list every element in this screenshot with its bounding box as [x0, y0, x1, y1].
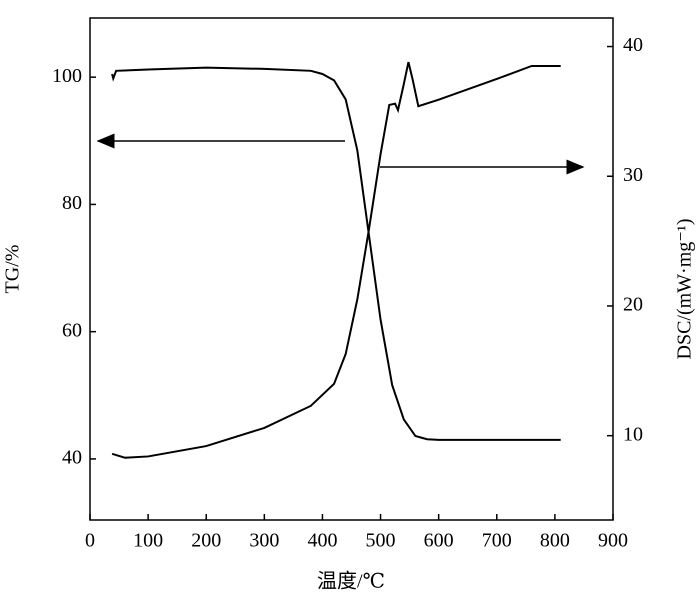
y2-tick-label: 20	[623, 294, 643, 316]
x-tick-label: 500	[366, 530, 396, 552]
x-tick-label: 900	[598, 530, 628, 552]
y-tick-label: 60	[62, 319, 82, 341]
plot-frame	[89, 17, 614, 521]
y-tick-label: 40	[62, 447, 82, 469]
y-axis-label: TG/%	[2, 245, 24, 294]
x-tick-label: 200	[191, 530, 221, 552]
y-tick-label: 100	[52, 65, 82, 87]
x-axis-label: 温度/℃	[317, 570, 385, 593]
y2-axis-label: DSC/(mW·mg⁻¹)	[674, 219, 696, 360]
x-tick-label: 600	[424, 530, 454, 552]
y2-tick-label: 30	[623, 164, 643, 186]
x-tick-label: 700	[482, 530, 512, 552]
x-tick-label: 0	[85, 530, 95, 552]
y2-tick-label: 40	[623, 34, 643, 56]
x-tick-label: 100	[133, 530, 163, 552]
data-line	[111, 61, 561, 459]
x-tick-label: 300	[249, 530, 279, 552]
x-tick-label: 800	[540, 530, 570, 552]
x-tick-label: 400	[307, 530, 337, 552]
data-line	[111, 66, 561, 441]
y2-tick-label: 10	[623, 423, 643, 445]
y-tick-label: 80	[62, 192, 82, 214]
